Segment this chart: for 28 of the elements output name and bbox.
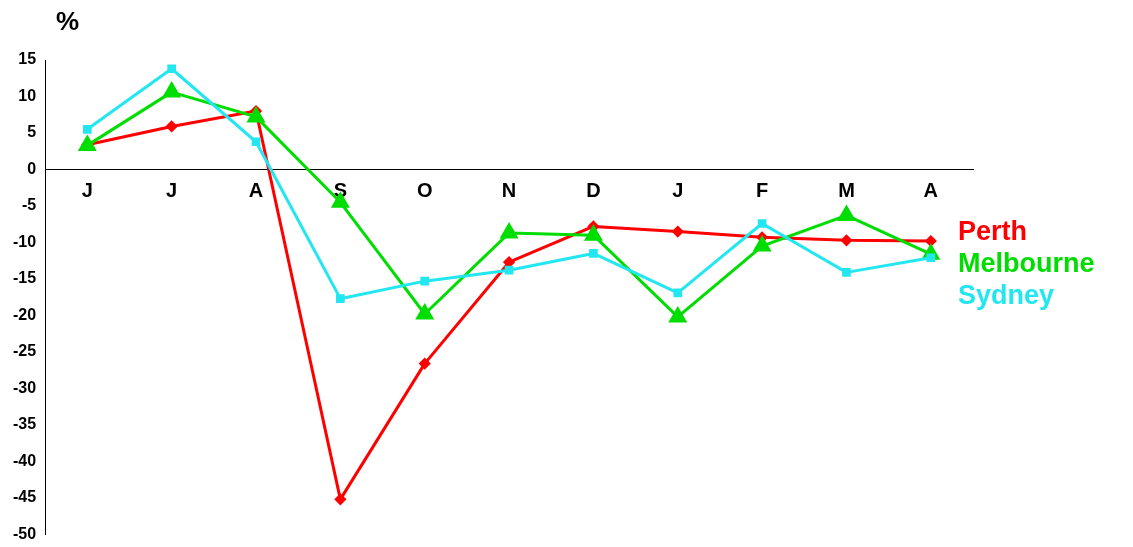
series-label: Melbourne — [958, 247, 1095, 279]
y-tick-label: -40 — [13, 451, 37, 469]
y-tick-label: -45 — [13, 488, 37, 506]
y-axis-title: % — [56, 6, 80, 37]
x-tick-label: D — [586, 178, 601, 201]
x-tick-label: J — [81, 178, 93, 201]
y-tick-label: -20 — [13, 305, 37, 323]
y-tick-label: 5 — [27, 123, 37, 141]
y-tick-label: -10 — [13, 232, 37, 250]
y-tick-label: -50 — [13, 524, 37, 542]
y-tick-label: -30 — [13, 378, 37, 396]
y-tick-label: 0 — [27, 159, 37, 177]
y-tick-label: 10 — [18, 86, 37, 104]
y-tick-label: -15 — [13, 269, 37, 287]
y-tick-label: -25 — [13, 342, 37, 360]
y-tick-label: 15 — [18, 50, 37, 68]
series-label: Perth — [958, 215, 1029, 247]
y-tick-label: -35 — [13, 415, 37, 433]
x-tick-label: F — [756, 178, 769, 201]
x-tick-label: J — [166, 178, 178, 201]
series-label: Sydney — [958, 279, 1056, 311]
x-tick-label: A — [248, 178, 264, 201]
x-tick-label: O — [416, 178, 433, 201]
x-tick-label: N — [501, 178, 517, 201]
y-tick-label: -5 — [21, 196, 37, 214]
x-tick-label: A — [923, 178, 939, 201]
x-tick-label: J — [672, 178, 684, 201]
x-tick-label: M — [838, 178, 855, 201]
